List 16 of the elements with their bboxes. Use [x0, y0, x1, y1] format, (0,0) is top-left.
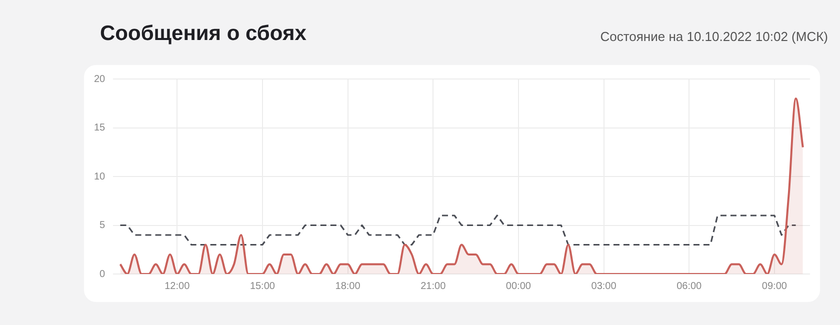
- chart-subtitle: Состояние на 10.10.2022 10:02 (МСК): [600, 29, 828, 44]
- y-tick-label: 5: [100, 220, 106, 231]
- x-tick-label: 15:00: [250, 280, 276, 292]
- x-tick-label: 18:00: [335, 280, 361, 292]
- y-tick-label: 15: [94, 122, 106, 134]
- x-tick-label: 09:00: [762, 280, 788, 292]
- x-tick-label: 06:00: [676, 280, 702, 292]
- y-tick-label: 10: [94, 171, 106, 182]
- x-tick-label: 12:00: [164, 280, 190, 292]
- y-tick-label: 20: [94, 74, 106, 85]
- y-tick-label: 0: [100, 268, 106, 280]
- x-tick-label: 21:00: [420, 280, 446, 292]
- x-tick-label: 03:00: [591, 280, 617, 292]
- chart-title: Сообщения о сбоях: [100, 22, 306, 46]
- x-tick-label: 00:00: [506, 280, 532, 292]
- line-series: [119, 214, 797, 246]
